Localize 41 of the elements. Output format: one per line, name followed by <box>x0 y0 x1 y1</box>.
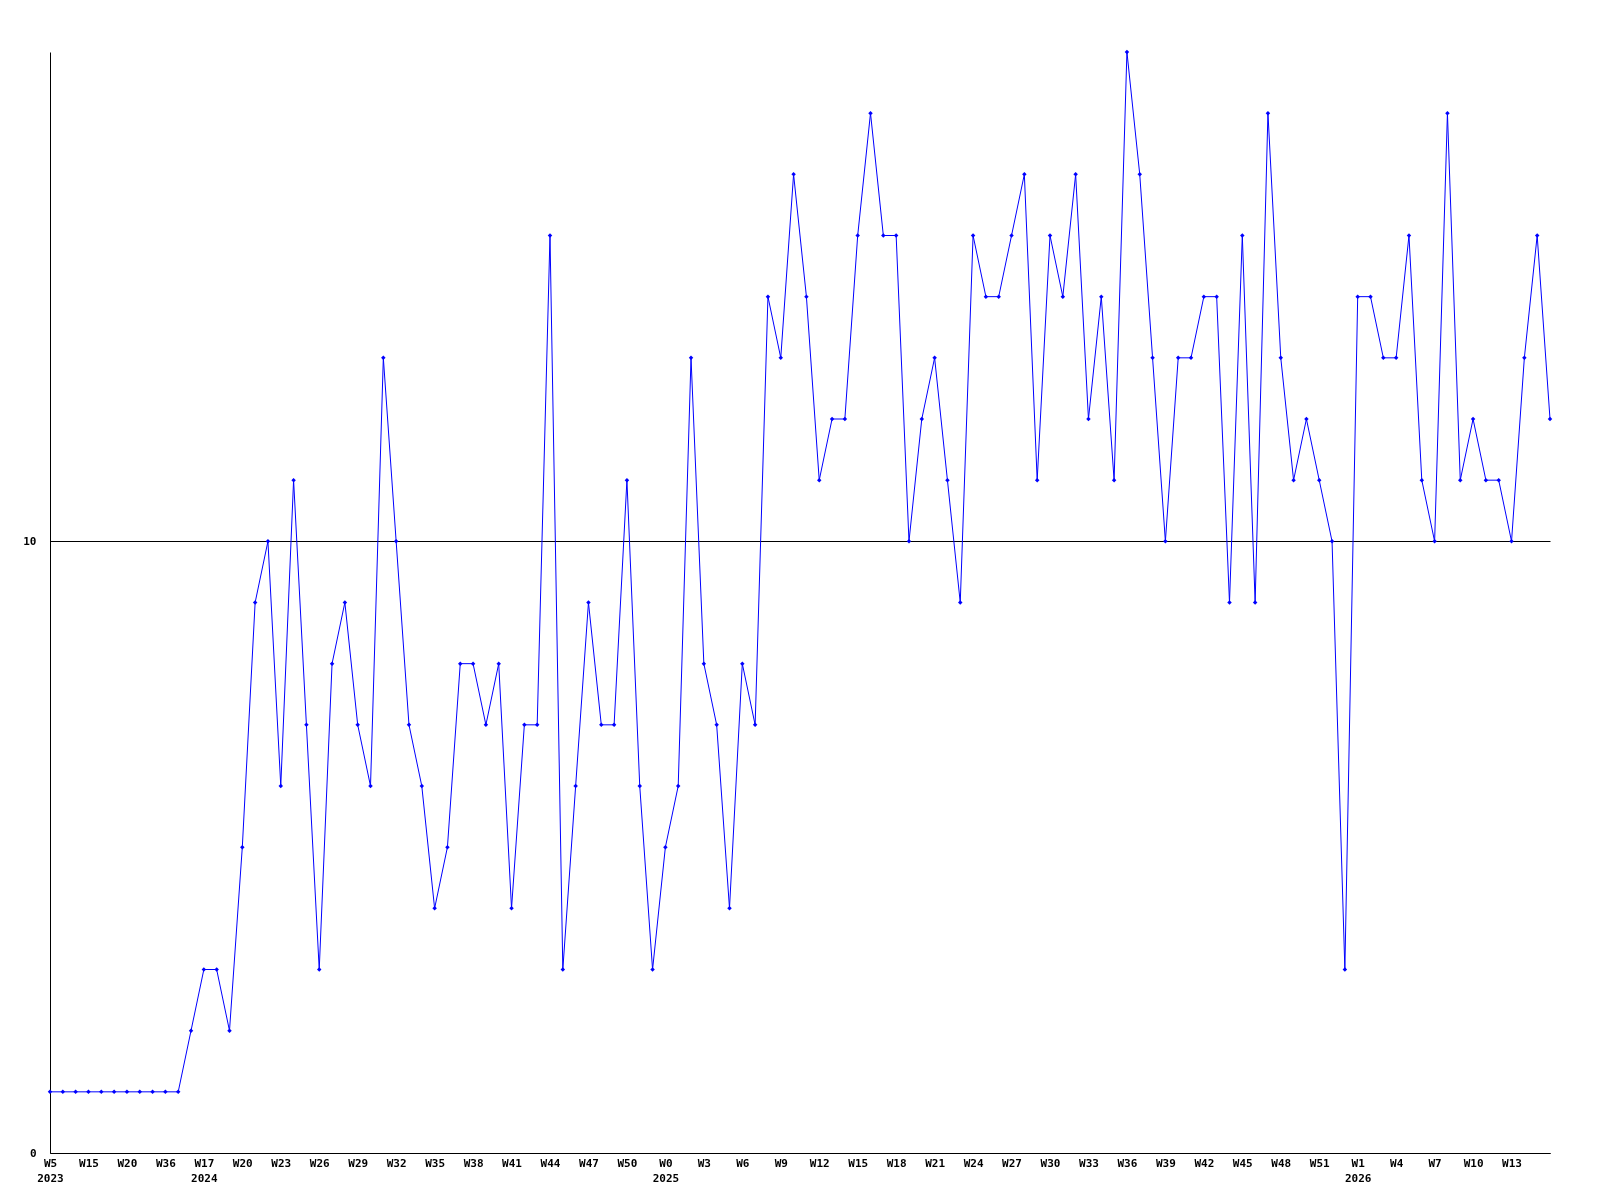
x-tick-label: W4 <box>1390 1156 1404 1170</box>
x-tick-label: W30 <box>1040 1156 1061 1170</box>
x-tick-label: W0 2025 <box>652 1156 680 1185</box>
x-tick-label: W26 <box>309 1156 331 1170</box>
x-tick-label: W36 <box>155 1156 177 1170</box>
x-tick-label: W20 <box>232 1156 253 1170</box>
x-tick-label: W3 <box>697 1156 711 1170</box>
x-tick-label: W18 <box>886 1156 907 1170</box>
x-tick-label: W39 <box>1155 1156 1176 1170</box>
x-tick-label: W32 <box>386 1156 407 1170</box>
x-tick-label: W10 <box>1463 1156 1484 1170</box>
x-tick-label: W44 <box>540 1156 561 1170</box>
x-tick-label: W12 <box>809 1156 830 1170</box>
x-tick-label: W23 <box>271 1156 292 1170</box>
x-tick-label: W6 <box>736 1156 750 1170</box>
x-tick-label: W47 <box>579 1156 599 1170</box>
x-tick-label: W13 <box>1502 1156 1522 1170</box>
x-tick-label: W41 <box>502 1156 523 1170</box>
y-tick-label: 10 <box>23 534 37 548</box>
x-tick-label: W33 <box>1079 1156 1099 1170</box>
x-tick-label: W50 <box>617 1156 638 1170</box>
x-tick-label: W42 <box>1194 1156 1215 1170</box>
x-tick-label: W35 <box>425 1156 446 1170</box>
x-tick-label: W15 <box>79 1156 99 1170</box>
x-tick-label: W51 <box>1309 1156 1331 1170</box>
x-tick-label: W1 2026 <box>1344 1156 1372 1185</box>
x-tick-label: W7 <box>1428 1156 1442 1170</box>
x-tick-label: W5 2023 <box>37 1156 64 1185</box>
x-tick-label: W36 <box>1117 1156 1138 1170</box>
x-tick-label: W38 <box>463 1156 484 1170</box>
x-tick-label: W9 <box>774 1156 788 1170</box>
x-tick-label: W21 <box>925 1156 946 1170</box>
x-tick-label: W29 <box>348 1156 369 1170</box>
x-tick-label: W45 <box>1232 1156 1253 1170</box>
x-tick-label: W17 2024 <box>191 1156 218 1185</box>
y-tick-label: 0 <box>29 1146 37 1160</box>
x-tick-label: W27 <box>1002 1156 1022 1170</box>
x-tick-label: W24 <box>963 1156 984 1170</box>
x-tick-label: W20 <box>117 1156 138 1170</box>
x-tick-label: W48 <box>1271 1156 1292 1170</box>
x-tick-label: W15 <box>848 1156 869 1170</box>
